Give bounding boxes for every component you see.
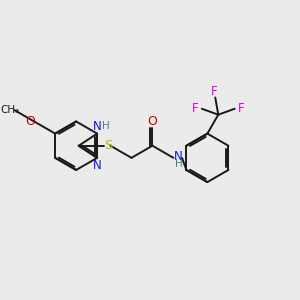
Text: S: S — [104, 139, 112, 152]
Text: CH₃: CH₃ — [0, 105, 19, 115]
Text: N: N — [174, 150, 183, 163]
Text: F: F — [211, 85, 217, 98]
Text: H: H — [175, 159, 182, 169]
Text: N: N — [93, 159, 102, 172]
Text: O: O — [25, 116, 35, 128]
Text: F: F — [238, 102, 244, 115]
Text: N: N — [93, 120, 102, 133]
Text: H: H — [102, 121, 110, 131]
Text: F: F — [192, 102, 199, 115]
Text: O: O — [148, 115, 158, 128]
